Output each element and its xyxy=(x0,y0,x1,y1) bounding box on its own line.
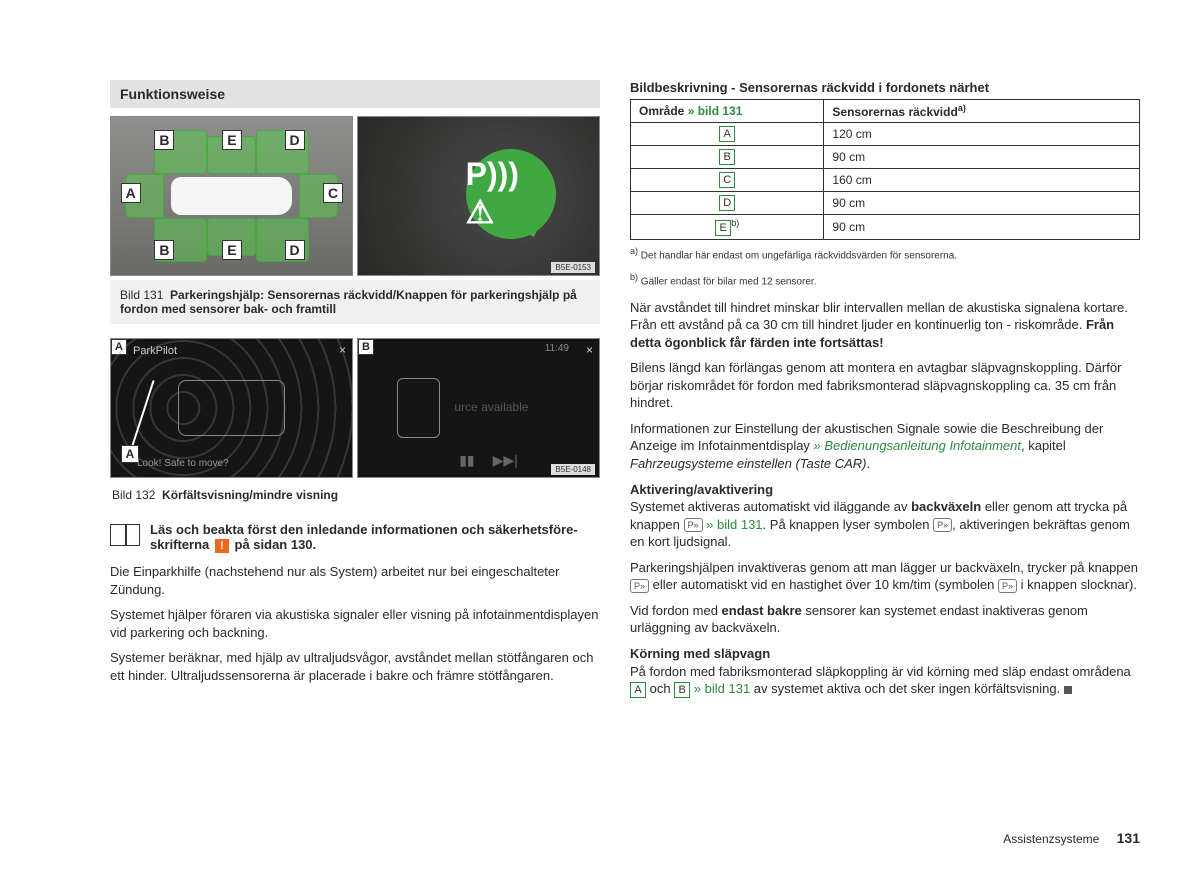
dashboard-button-photo: P))) ⚠ B5E-0153 xyxy=(357,116,600,276)
paragraph: Informationen zur Einstellung der akusti… xyxy=(630,420,1140,473)
close-icon: × xyxy=(586,343,593,357)
section-end-icon xyxy=(1064,686,1072,694)
zone-label-a: A xyxy=(121,183,141,203)
paragraph: När avståndet till hindret minskar blir … xyxy=(630,299,1140,352)
zone-label-b2: B xyxy=(154,240,174,260)
zone-label-d2: D xyxy=(285,240,305,260)
activation-section: Aktivering/avaktivering Systemet aktiver… xyxy=(630,481,1140,551)
media-placeholder: urce available xyxy=(454,400,528,414)
pause-icon: ▮▮ xyxy=(459,452,474,469)
p-symbol-icon: P» xyxy=(933,518,952,532)
image-code: B5E-0148 xyxy=(551,464,595,475)
zone-e-sup: b) xyxy=(731,218,739,228)
chapter-name: Assistenzsysteme xyxy=(1003,832,1099,846)
zone-label-d: D xyxy=(285,130,305,150)
cell: 120 cm xyxy=(824,123,1140,146)
book-icon xyxy=(110,524,140,546)
next-icon: ▶▶| xyxy=(493,452,518,469)
footnote-b: b) Gäller endast för bilar med 12 sensor… xyxy=(630,272,1140,288)
parking-p-icon: P))) ⚠ xyxy=(466,149,556,239)
caption-ref: Bild 131 xyxy=(120,288,163,302)
th-link[interactable]: » bild 131 xyxy=(688,104,743,118)
zone-b-box: B xyxy=(719,149,735,165)
warning-icon: ! xyxy=(215,539,229,553)
cell: 160 cm xyxy=(824,169,1140,192)
trailer-section: Körning med släpvagn På fordon med fabri… xyxy=(630,645,1140,698)
fig-link[interactable]: » bild 131 xyxy=(706,517,762,532)
cell: 90 cm xyxy=(824,215,1140,240)
paragraph: Systemer beräknar, med hjälp av ultralju… xyxy=(110,649,600,684)
zone-label-b: B xyxy=(154,130,174,150)
zone-d-box: D xyxy=(719,195,735,211)
paragraph: Systemet hjälper föraren via akustiska s… xyxy=(110,606,600,641)
p-button-icon: P» xyxy=(684,518,703,532)
zone-label-e: E xyxy=(222,130,242,150)
caption-text: Parkeringshjälp: Sensorernas räckvidd/Kn… xyxy=(120,288,577,316)
cell: 90 cm xyxy=(824,192,1140,215)
figure-132-caption: Bild 132 Körfältsvisning/mindre visning xyxy=(110,482,600,508)
zone-c-box: C xyxy=(719,172,735,188)
figure-131: B E D A C B E D P))) ⚠ B5E-0153 xyxy=(110,116,600,276)
paragraph: Bilens längd kan förlängas genom att mon… xyxy=(630,359,1140,412)
th-area: Område xyxy=(639,104,684,118)
figure-132: A ParkPilot × A Look! Safe to move? B × … xyxy=(110,338,600,478)
rear-only-paragraph: Vid fordon med endast bakre sensorer kan… xyxy=(630,602,1140,637)
table-title: Bildbeskrivning - Sensorernas räckvidd i… xyxy=(630,80,1140,95)
zone-a-inline: A xyxy=(630,682,646,698)
p-symbol-icon: P» xyxy=(998,579,1017,593)
zone-e-box: E xyxy=(715,220,731,236)
th-sup: a) xyxy=(958,103,966,113)
note-text-b: på sidan 130. xyxy=(235,537,317,552)
zone-b-inline: B xyxy=(674,682,690,698)
figure-131-caption: Bild 131 Parkeringshjälp: Sensorernas rä… xyxy=(110,280,600,324)
caption-text: Körfältsvisning/mindre visning xyxy=(162,488,338,502)
fig-link[interactable]: » bild 131 xyxy=(690,681,750,696)
parkpilot-display-a: A ParkPilot × A Look! Safe to move? xyxy=(110,338,353,478)
caption-ref: Bild 132 xyxy=(112,488,155,502)
image-code: B5E-0153 xyxy=(551,262,595,273)
zone-a-box: A xyxy=(719,126,735,142)
parkpilot-status: Look! Safe to move? xyxy=(137,458,229,469)
parkpilot-display-b: B × 11:49 urce available ▮▮ ▶▶| B5E-0148 xyxy=(357,338,600,478)
sensor-zones-diagram: B E D A C B E D xyxy=(110,116,353,276)
p-button-icon: P» xyxy=(630,579,649,593)
panel-letter-b: B xyxy=(358,339,374,355)
footnote-a: a) Det handlar här endast om ungefärliga… xyxy=(630,246,1140,262)
manual-link[interactable]: » Bedienungsanleitung Infotainment xyxy=(814,438,1021,453)
clock-time: 11:49 xyxy=(545,343,569,354)
sensor-range-table: Område » bild 131 Sensorernas räckvidda)… xyxy=(630,99,1140,240)
page-number: 131 xyxy=(1117,830,1140,846)
section-header: Funktionsweise xyxy=(110,80,600,108)
th-range: Sensorernas räckvidd xyxy=(832,105,957,119)
deactivation-paragraph: Parkeringshjälpen invaktiveras genom att… xyxy=(630,559,1140,594)
paragraph: Die Einparkhilfe (nachstehend nur als Sy… xyxy=(110,563,600,598)
cell: 90 cm xyxy=(824,146,1140,169)
zone-label-c: C xyxy=(323,183,343,203)
page-footer: Assistenzsysteme 131 xyxy=(1003,830,1140,846)
read-first-note: Läs och beakta först den inledande infor… xyxy=(110,522,600,553)
zone-label-e2: E xyxy=(222,240,242,260)
